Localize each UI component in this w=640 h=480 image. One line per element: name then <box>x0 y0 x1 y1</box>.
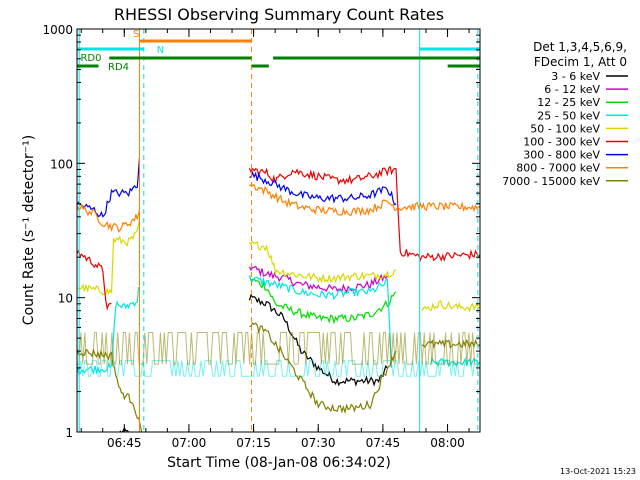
plot-frame <box>76 28 481 433</box>
y-tick-label: 1 <box>65 426 73 440</box>
y-tick-label: 10 <box>58 292 73 306</box>
series-line <box>77 249 112 311</box>
flag-label-rd4: RD4 <box>108 62 129 73</box>
axes: 06:45 07:00 07:15 07:30 07:45 08:00 1 10 100 1000 <box>42 23 480 450</box>
x-tick-label: 07:30 <box>301 436 336 450</box>
series-line <box>248 265 388 294</box>
x-axis-label: Start Time (08-Jan-08 06:34:02) <box>167 455 391 471</box>
legend-label: 3 - 6 keV <box>551 70 600 83</box>
series-line <box>248 240 397 284</box>
series-7 <box>77 183 480 233</box>
x-tick-label: 06:45 <box>107 436 142 450</box>
series-line <box>248 293 388 387</box>
x-tick-label: 08:00 <box>430 436 465 450</box>
flag-bar-group: S N RD0 RD4 <box>77 29 480 73</box>
x-tick-label: 07:00 <box>172 436 207 450</box>
series-line <box>421 299 480 313</box>
series-5 <box>77 165 480 311</box>
legend-label: 12 - 25 keV <box>537 96 600 109</box>
x-tick-label: 07:45 <box>366 436 401 450</box>
y-axis-label: Count Rate (s⁻¹ detector⁻¹) <box>21 135 37 325</box>
series-line <box>77 157 141 218</box>
series-group <box>77 157 480 432</box>
plot-area: S N RD0 RD4 <box>76 28 481 433</box>
series-2 <box>248 275 397 325</box>
series-4 <box>77 219 480 313</box>
legend-label: 6 - 12 keV <box>544 83 600 96</box>
legend-label: 25 - 50 keV <box>537 109 600 122</box>
series-line <box>249 322 397 415</box>
series-line <box>421 338 480 349</box>
marker-group <box>78 29 479 432</box>
y-tick-label: 100 <box>50 157 73 171</box>
timestamp: 13-Oct-2021 15:23 <box>560 467 636 476</box>
legend: Det 1,3,4,5,6,9, FDecim 1, Att 0 3 - 6 k… <box>502 40 628 188</box>
series-1 <box>248 265 388 294</box>
series-line <box>248 275 397 325</box>
flag-label-n: N <box>157 45 164 56</box>
legend-label: 50 - 100 keV <box>530 122 600 135</box>
legend-label: 7000 - 15000 keV <box>502 175 600 188</box>
legend-header-2: FDecim 1, Att 0 <box>534 55 627 69</box>
y-tick-label: 1000 <box>42 23 73 37</box>
x-tick-label: 07:15 <box>236 436 271 450</box>
chart-title: RHESSI Observing Summary Count Rates <box>114 5 444 24</box>
series-line <box>77 203 141 233</box>
series-noise <box>77 360 479 377</box>
flag-label-rd0: RD0 <box>80 53 101 64</box>
series-line <box>77 219 141 296</box>
flag-label-s: S <box>133 29 139 40</box>
series-line <box>248 165 480 263</box>
series-line <box>77 348 143 432</box>
series-6 <box>77 157 397 218</box>
legend-label: 800 - 7000 keV <box>516 162 600 175</box>
legend-header-1: Det 1,3,4,5,6,9, <box>533 40 627 54</box>
legend-label: 300 - 800 keV <box>523 149 600 162</box>
legend-label: 100 - 300 keV <box>523 136 600 149</box>
series-line <box>249 183 480 217</box>
series-line <box>248 275 393 368</box>
series-line <box>249 170 397 206</box>
